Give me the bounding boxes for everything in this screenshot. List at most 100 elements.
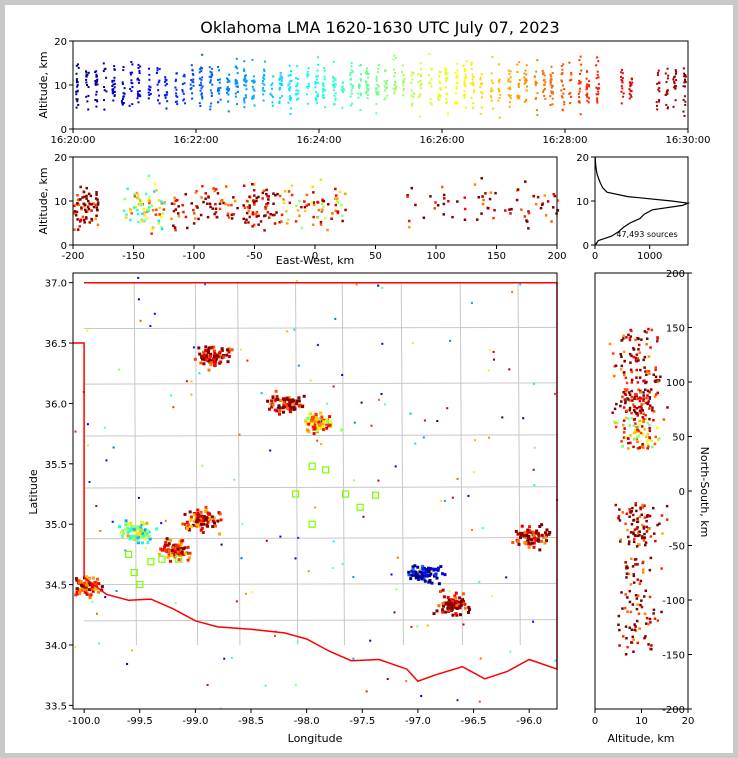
time-height-point xyxy=(479,78,482,81)
plan-view-point xyxy=(188,551,192,555)
time-height-point xyxy=(437,99,440,101)
plan-view-point xyxy=(216,519,220,523)
plan-view-point xyxy=(99,530,102,532)
ew-height-point xyxy=(153,182,157,186)
ew-height-point xyxy=(161,212,165,215)
ew-height-point xyxy=(265,188,268,192)
time-height-point xyxy=(429,82,432,85)
ns-height-point xyxy=(628,600,632,604)
time-height-point xyxy=(156,83,159,86)
time-height-point xyxy=(77,66,80,69)
time-height-point xyxy=(138,79,141,82)
time-height-point xyxy=(75,78,78,81)
plan-view-point xyxy=(535,529,539,533)
plan-view-point xyxy=(75,577,78,581)
ns-height-point xyxy=(642,527,646,530)
time-height-point xyxy=(377,93,380,96)
time-height-point xyxy=(137,81,140,84)
time-height-point xyxy=(580,63,583,66)
time-height-point xyxy=(552,92,555,95)
ns-height-point xyxy=(632,574,636,578)
time-height-point xyxy=(498,78,501,81)
time-height-point xyxy=(252,97,255,100)
ew-height-point xyxy=(216,192,220,195)
ew-height-point xyxy=(273,213,276,217)
time-height-point xyxy=(595,64,598,67)
ew-height-point xyxy=(524,180,527,183)
ew-height-point xyxy=(83,205,86,208)
plan-view-point xyxy=(266,399,270,403)
time-height-point xyxy=(394,80,396,83)
time-height-point xyxy=(524,81,527,84)
ns-height-point xyxy=(654,375,658,379)
plan-view-xtick-label: -98.5 xyxy=(238,716,264,727)
time-height-point xyxy=(130,90,133,93)
ns-height-point xyxy=(622,419,626,422)
plan-view-point xyxy=(297,404,301,408)
time-height-point xyxy=(113,79,116,82)
county-line xyxy=(517,282,521,645)
ew-height-point xyxy=(290,184,294,187)
time-height-point xyxy=(417,81,420,83)
plan-view-point xyxy=(202,354,206,357)
ns-height-point xyxy=(634,534,637,537)
time-height-point xyxy=(95,105,98,108)
plan-view-point xyxy=(137,496,140,499)
time-height-point xyxy=(376,71,379,74)
time-height-point xyxy=(280,77,283,80)
ns-height-point xyxy=(642,391,645,394)
time-height-point xyxy=(489,95,492,98)
plan-view-point xyxy=(308,420,312,424)
plan-view-point xyxy=(297,364,300,367)
time-height-point xyxy=(77,103,80,106)
time-height-point xyxy=(111,85,114,87)
ew-height-point xyxy=(215,216,219,219)
county-lines xyxy=(84,282,558,645)
time-height-point xyxy=(85,78,88,81)
time-height-point xyxy=(314,86,317,89)
time-height-point xyxy=(658,87,661,89)
ew-height-point xyxy=(82,202,85,205)
time-height-point xyxy=(622,95,625,98)
ew-height-point xyxy=(480,177,483,180)
ns-height-point xyxy=(627,398,630,401)
ew-height-point xyxy=(92,205,96,209)
time-height-point xyxy=(340,88,343,91)
time-height-point xyxy=(105,90,108,93)
time-height-point xyxy=(480,73,483,76)
ew-height-point xyxy=(158,213,162,216)
plan-view-point xyxy=(200,354,204,358)
time-height-point xyxy=(597,76,600,79)
ns-height-point xyxy=(648,514,652,518)
plan-view-point xyxy=(431,567,435,571)
time-height-point xyxy=(365,92,368,94)
plan-view-point xyxy=(186,527,189,530)
ns-height-point xyxy=(647,528,650,531)
ns-height-ytick-label: 100 xyxy=(666,378,685,389)
ew-height-point xyxy=(245,199,249,203)
time-height-point xyxy=(324,106,327,109)
time-height-point xyxy=(428,74,430,77)
time-height-point xyxy=(560,79,563,82)
plan-view-point xyxy=(244,592,247,595)
time-height-point xyxy=(471,73,474,76)
ew-height-point xyxy=(271,213,275,217)
plan-view-point xyxy=(163,543,167,547)
plan-view-point xyxy=(296,640,299,643)
plan-view-point xyxy=(180,550,184,554)
time-height-point xyxy=(395,85,398,88)
ns-height-point xyxy=(623,388,627,391)
time-height-point xyxy=(523,82,526,85)
time-height-point xyxy=(210,102,213,105)
ew-height-point xyxy=(265,203,268,206)
ns-height-point xyxy=(648,397,651,400)
time-height-point xyxy=(438,75,440,78)
plan-view-point xyxy=(83,581,87,585)
time-height-point xyxy=(289,112,292,115)
plan-view-point xyxy=(159,547,163,551)
time-height-point xyxy=(333,77,336,80)
plan-view-point xyxy=(533,484,536,487)
plan-view-point xyxy=(137,276,140,279)
plan-view-point xyxy=(197,514,201,518)
ew-height-point xyxy=(177,212,180,215)
